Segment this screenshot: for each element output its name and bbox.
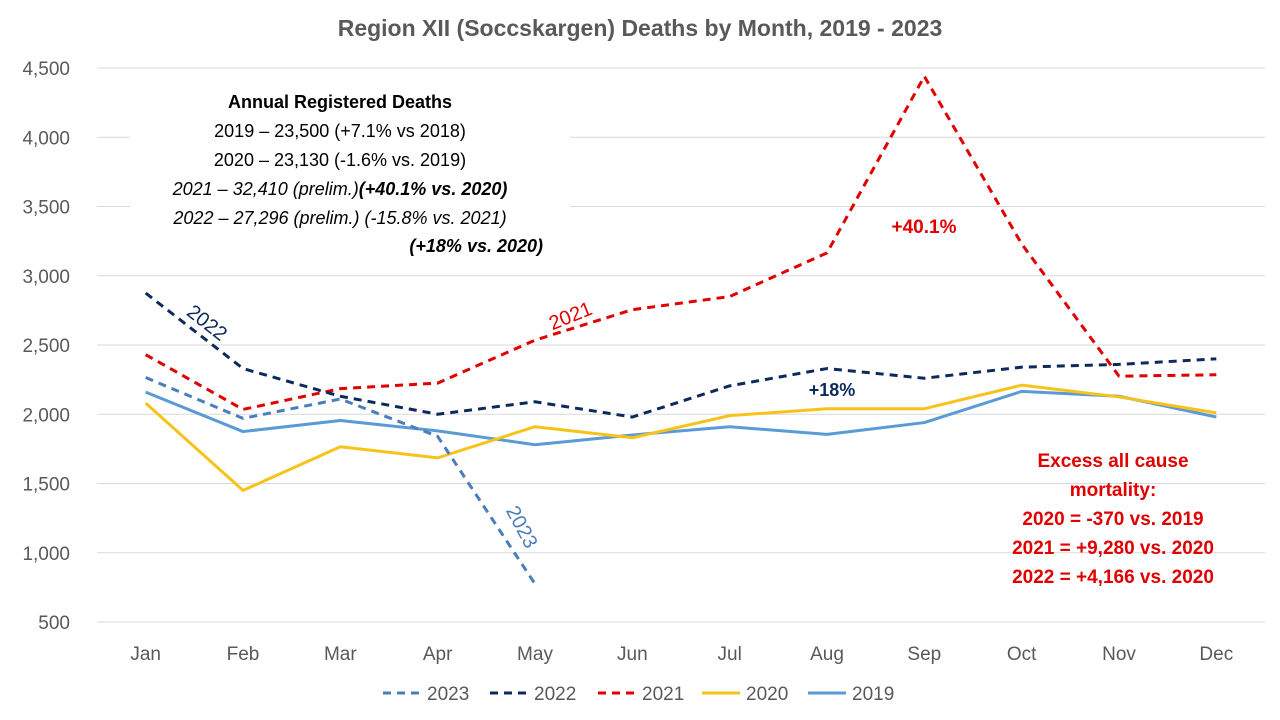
x-tick-label: Jun — [617, 644, 648, 665]
annual-title: Annual Registered Deaths — [228, 92, 452, 112]
y-axis-ticks: 500 1,000 1,500 2,000 2,500 3,000 3,500 4,000 4,… — [22, 59, 70, 634]
x-tick-label: Mar — [324, 644, 357, 665]
chart-title: Region XII (Soccskargen) Deaths by Month… — [338, 15, 943, 41]
x-tick-label: Feb — [227, 644, 260, 665]
pct-2022-label: +18% — [809, 380, 856, 400]
excess-line-3: 2020 = -370 vs. 2019 — [1022, 509, 1203, 530]
annual-deaths-annotation: Annual Registered Deaths 2019 – 23,500 (… — [130, 80, 570, 265]
excess-line-1: Excess all cause — [1037, 451, 1188, 472]
series-line-2019 — [145, 389, 1217, 447]
series-line-2023 — [145, 376, 537, 585]
y-tick-label: 4,000 — [22, 128, 70, 149]
excess-line-5: 2022 = +4,166 vs. 2020 — [1012, 567, 1214, 588]
annual-2021: 2021 – 32,410 (prelim.)(+40.1% vs. 2020) — [172, 179, 508, 199]
series-line-2020 — [144, 383, 1217, 492]
annual-2022-vs-2020: (+18% vs. 2020) — [409, 236, 543, 256]
series-line-2022 — [144, 291, 1217, 419]
series-line-2021 — [144, 74, 1217, 411]
x-tick-label: Apr — [423, 644, 453, 665]
legend-label-2023: 2023 — [427, 684, 469, 705]
y-tick-label: 1,000 — [22, 544, 70, 565]
pct-2021-label: +40.1% — [892, 217, 957, 238]
y-tick-label: 3,500 — [22, 198, 70, 219]
x-tick-label: Jan — [130, 644, 161, 665]
annual-2020: 2020 – 23,130 (-1.6% vs. 2019) — [214, 150, 466, 170]
annual-2021-a: 2021 – 32,410 (prelim.) — [172, 179, 359, 199]
legend-label-2019: 2019 — [852, 684, 894, 705]
x-axis-ticks: Jan Feb Mar Apr May Jun Jul Aug Sep Oct Nov Dec — [130, 644, 1233, 665]
excess-line-2: mortality: — [1070, 480, 1157, 501]
excess-mortality-annotation: Excess all cause mortality: 2020 = -370 … — [1012, 451, 1214, 588]
y-tick-label: 500 — [38, 613, 70, 634]
annual-2021-b: (+40.1% vs. 2020) — [359, 179, 508, 199]
series-lines — [144, 74, 1217, 585]
y-tick-label: 1,500 — [22, 475, 70, 496]
y-tick-label: 2,000 — [22, 405, 70, 426]
y-tick-label: 4,500 — [22, 59, 70, 80]
legend-label-2020: 2020 — [746, 684, 788, 705]
annotation-background — [130, 80, 570, 265]
series-label-2023: 2023 — [501, 502, 541, 552]
x-tick-label: May — [517, 644, 553, 665]
annual-2019: 2019 – 23,500 (+7.1% vs 2018) — [214, 121, 466, 141]
x-tick-label: Jul — [718, 644, 742, 665]
excess-line-4: 2021 = +9,280 vs. 2020 — [1012, 538, 1214, 559]
x-tick-label: Sep — [907, 644, 941, 665]
annual-2022: 2022 – 27,296 (prelim.) (-15.8% vs. 2021… — [172, 208, 506, 228]
x-tick-label: Oct — [1007, 644, 1037, 665]
x-tick-label: Aug — [810, 644, 844, 665]
y-tick-label: 3,000 — [22, 267, 70, 288]
legend-label-2021: 2021 — [642, 684, 684, 705]
legend-label-2022: 2022 — [534, 684, 576, 705]
x-tick-label: Dec — [1199, 644, 1233, 665]
legend: 2023 2022 2021 2020 2019 — [383, 684, 894, 705]
y-tick-label: 2,500 — [22, 336, 70, 357]
x-tick-label: Nov — [1102, 644, 1136, 665]
